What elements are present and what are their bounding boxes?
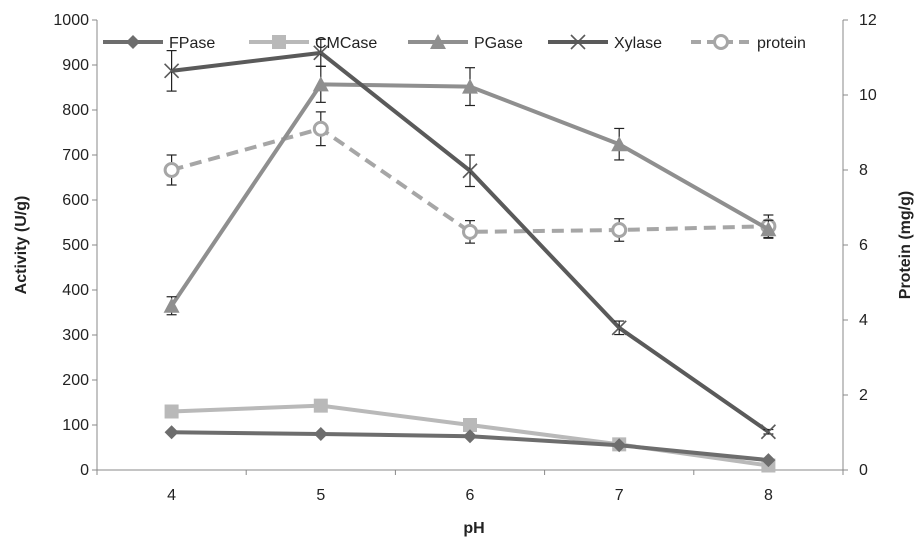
data-point — [611, 222, 628, 238]
y-axis-title: Activity (U/g) — [13, 196, 30, 295]
series-line — [169, 82, 770, 307]
series-xylase — [164, 38, 776, 440]
y-tick-label: 200 — [62, 372, 89, 389]
legend-item-fpase: FPase — [103, 35, 215, 52]
y2-tick-label: 0 — [859, 462, 868, 479]
y2-tick-label: 4 — [859, 312, 868, 329]
legend-item-xylase: Xylase — [548, 34, 662, 52]
data-point — [313, 45, 329, 61]
y-tick-label: 400 — [62, 282, 89, 299]
data-point — [163, 297, 180, 313]
y-tick-label: 100 — [62, 417, 89, 434]
legend-label: Xylase — [614, 35, 662, 52]
axes: 0 100 200 300 400 500 600 700 800 900 1000 0 2 4 6 8 10 1… — [53, 12, 876, 504]
legend-marker — [430, 34, 446, 49]
y2-tick-label: 12 — [859, 12, 877, 29]
data-point — [164, 63, 180, 79]
data-point — [312, 120, 329, 137]
data-point — [312, 76, 329, 92]
y2-tick-label: 6 — [859, 237, 868, 254]
legend-label: FPase — [169, 35, 215, 52]
data-point — [611, 136, 628, 152]
legend-marker — [272, 35, 286, 49]
data-point — [164, 404, 179, 419]
legend-marker — [570, 34, 586, 50]
y2-tick-label: 10 — [859, 87, 877, 104]
legend-item-cmcase: CMCase — [249, 35, 377, 52]
data-point — [761, 453, 776, 468]
legend-item-pgase: PGase — [408, 34, 523, 52]
x-axis-title: pH — [463, 520, 484, 537]
legend-label: PGase — [474, 35, 523, 52]
y-tick-label: 500 — [62, 237, 89, 254]
y-tick-label: 1000 — [53, 12, 89, 29]
x-tick-label: 7 — [615, 487, 624, 504]
data-point — [462, 223, 478, 240]
legend-item-protein: protein — [691, 34, 806, 52]
data-point — [462, 163, 478, 179]
y2-tick-label: 8 — [859, 162, 868, 179]
data-point — [612, 438, 627, 453]
y-tick-label: 0 — [80, 462, 89, 479]
series-layer — [163, 38, 777, 473]
data-point — [313, 398, 328, 413]
data-point — [760, 221, 777, 237]
y-tick-label: 700 — [62, 147, 89, 164]
series-protein — [163, 111, 777, 244]
data-point — [463, 429, 477, 444]
data-point — [463, 418, 477, 432]
x-tick-label: 5 — [316, 487, 325, 504]
legend: FPase CMCase PGase Xylase protein — [103, 34, 806, 52]
data-point — [313, 427, 328, 441]
data-point — [462, 78, 478, 94]
data-point — [163, 162, 180, 178]
series-line — [171, 126, 769, 234]
series-pgase — [163, 65, 777, 316]
y-tick-label: 900 — [62, 57, 89, 74]
data-point — [164, 425, 179, 440]
x-tick-label: 6 — [466, 487, 475, 504]
x-tick-label: 8 — [764, 487, 773, 504]
y2-tick-label: 2 — [859, 387, 868, 404]
data-point — [760, 424, 776, 440]
y-tick-label: 600 — [62, 192, 89, 209]
legend-label: protein — [757, 35, 806, 52]
data-point — [611, 320, 627, 336]
y2-axis-title: Protein (mg/g) — [897, 191, 914, 299]
y-tick-label: 300 — [62, 327, 89, 344]
x-tick-label: 4 — [167, 487, 176, 504]
legend-marker — [713, 34, 729, 50]
series-fpase — [164, 425, 776, 468]
legend-label: CMCase — [315, 35, 377, 52]
y-tick-label: 800 — [62, 102, 89, 119]
legend-marker — [126, 35, 140, 49]
